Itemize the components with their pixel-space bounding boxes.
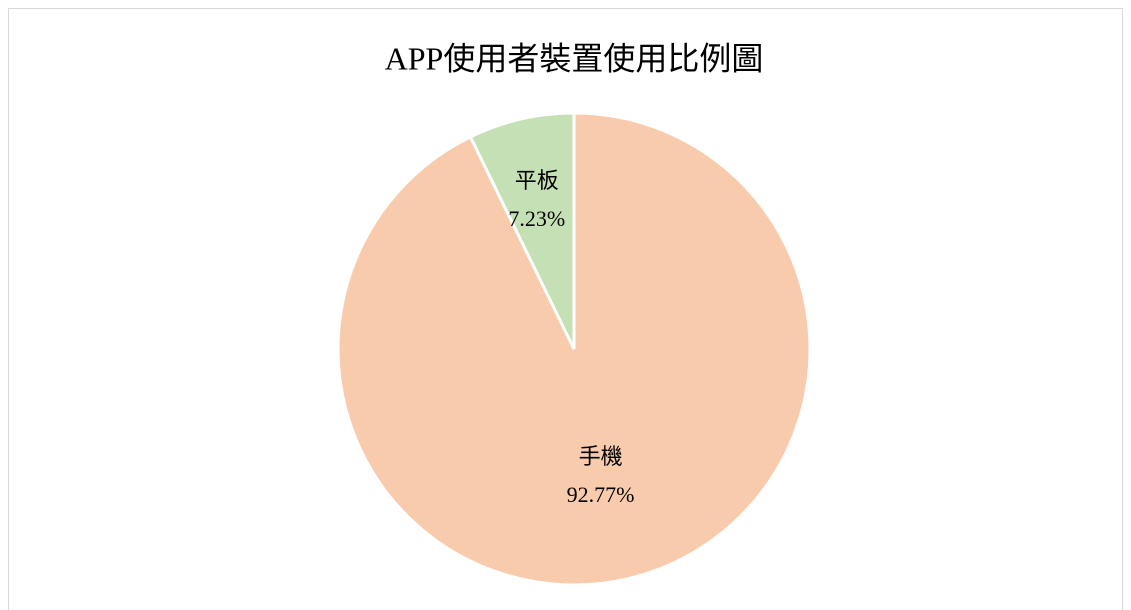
slice-value-label: 7.23% [508, 206, 565, 231]
slice-category-label: 平板 [515, 168, 559, 193]
chart-title: APP使用者裝置使用比例圖 [385, 40, 764, 76]
slice-value-label: 92.77% [567, 482, 635, 507]
slice-category-label: 手機 [579, 444, 623, 469]
pie-slice [468, 111, 576, 350]
